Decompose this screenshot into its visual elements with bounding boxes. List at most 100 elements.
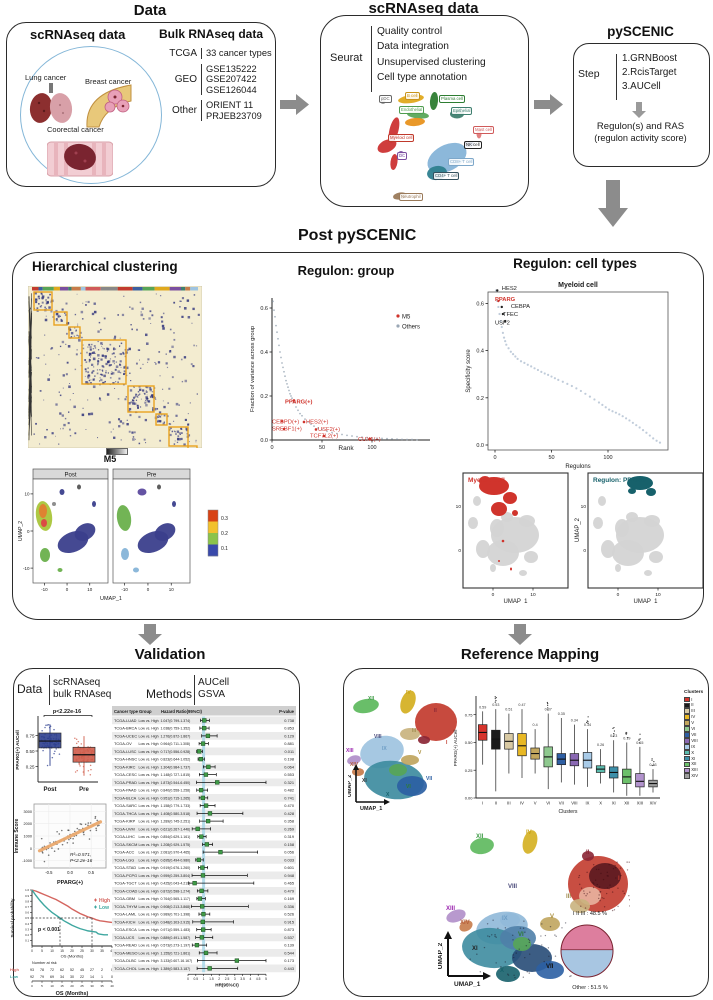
- svg-text:Low vs. High: Low vs. High: [139, 773, 159, 777]
- svg-text:3000: 3000: [24, 810, 32, 814]
- svg-text:Low vs. High: Low vs. High: [139, 874, 159, 878]
- svg-text:Low vs. High: Low vs. High: [139, 928, 159, 932]
- immune-score-scatter: 3000 2000 1000 0 -1000 -0.5 0.0 0.5 R²=0.571,P<2…: [14, 803, 107, 886]
- svg-text:0.6: 0.6: [260, 306, 268, 312]
- svg-text:SREBF1(+): SREBF1(+): [272, 427, 302, 433]
- post-section-title: Post pySCENIC: [298, 227, 417, 244]
- scrna-heading: scRNAseq data: [30, 27, 126, 42]
- svg-text:0.173: 0.173: [284, 958, 294, 963]
- svg-text:XIII: XIII: [637, 801, 643, 806]
- svg-text:0.717(0.556-0.928): 0.717(0.556-0.928): [161, 750, 191, 754]
- svg-text:Low vs. High: Low vs. High: [139, 835, 159, 839]
- svg-text:Low vs. High: Low vs. High: [139, 843, 159, 847]
- svg-text:Low vs. High: Low vs. High: [139, 905, 159, 909]
- colorectal-cancer-label: Coorectal cancer: [47, 125, 104, 134]
- svg-text:Low vs. High: Low vs. High: [139, 812, 159, 816]
- svg-text:0.908(0.213-3.868): 0.908(0.213-3.868): [161, 905, 191, 909]
- svg-text:78: 78: [40, 968, 44, 972]
- svg-text:UMAP_1: UMAP_1: [360, 806, 382, 812]
- svg-text:TCGA-ACC: TCGA-ACC: [114, 850, 135, 855]
- cluster-label: I: [618, 876, 620, 882]
- svg-text:35: 35: [100, 949, 104, 953]
- seurat-step: Cell type annotation: [377, 71, 468, 83]
- svg-text:0.23: 0.23: [610, 734, 617, 738]
- svg-text:1.047(0.799-1.374): 1.047(0.799-1.374): [161, 719, 191, 723]
- cluster-label: III: [412, 728, 417, 734]
- pyscenic-divider: [616, 54, 617, 100]
- svg-text:0.25: 0.25: [26, 764, 35, 769]
- svg-text:0: 0: [66, 587, 69, 592]
- svg-text:0.34: 0.34: [571, 719, 578, 723]
- svg-text:0.854(0.629-1.161): 0.854(0.629-1.161): [161, 835, 191, 839]
- svg-text:0.881: 0.881: [284, 741, 294, 746]
- svg-text:TCGA-READ: TCGA-READ: [114, 943, 137, 948]
- svg-text:0.873: 0.873: [284, 927, 294, 932]
- svg-text:Regulon: PPARG: Regulon: PPARG: [593, 477, 646, 484]
- svg-text:0.2: 0.2: [25, 933, 29, 937]
- svg-text:UMAP_2: UMAP_2: [575, 517, 581, 542]
- svg-text:0: 0: [31, 949, 33, 953]
- cluster-label: pDC: [379, 95, 392, 103]
- bulk-row: GEO GSE135222 GSE207422 GSE126044: [174, 64, 257, 96]
- svg-text:0: 0: [270, 445, 273, 451]
- svg-text:X: X: [599, 801, 602, 806]
- svg-text:TCGA-THCA: TCGA-THCA: [114, 811, 137, 816]
- svg-text:TFEC: TFEC: [503, 312, 518, 318]
- svg-text:p < 0.001: p < 0.001: [38, 927, 60, 933]
- cluster-label: IV: [406, 690, 411, 696]
- svg-text:Post: Post: [64, 473, 76, 479]
- svg-text:10: 10: [581, 504, 587, 510]
- svg-text:45: 45: [80, 968, 84, 972]
- svg-text:0.443: 0.443: [284, 966, 294, 971]
- svg-text:0.033: 0.033: [284, 857, 294, 862]
- svg-text:II: II: [495, 801, 497, 806]
- svg-text:Low vs. High: Low vs. High: [139, 897, 159, 901]
- cancer-types-circle: Lung cancer Breast cancer Coorectal canc…: [20, 46, 162, 184]
- svg-text:0.4: 0.4: [476, 349, 484, 355]
- cluster-label: XIII: [346, 748, 354, 754]
- svg-text:3: 3: [234, 977, 236, 981]
- svg-text:1: 1: [101, 975, 103, 979]
- svg-text:0.1: 0.1: [25, 939, 29, 943]
- svg-text:TCGA-SKCM: TCGA-SKCM: [114, 842, 137, 847]
- m5-facet-umaps: Post Pre 10 0 -10 UMAP_2 -10 -10 0 0 10 10 UMAP_1 0.3…: [18, 468, 228, 602]
- svg-text:14: 14: [90, 975, 94, 979]
- svg-text:UMAP_1: UMAP_1: [503, 599, 528, 604]
- svg-text:0.465: 0.465: [284, 881, 294, 886]
- svg-text:Clusters: Clusters: [558, 809, 577, 815]
- svg-text:0.971(0.559-1.483): 0.971(0.559-1.483): [161, 928, 191, 932]
- legend-entry: IX: [684, 744, 708, 750]
- cluster-label: Mast cell: [473, 126, 494, 134]
- svg-text:30: 30: [90, 984, 94, 988]
- svg-text:TCGA-UVM: TCGA-UVM: [114, 826, 135, 831]
- svg-text:Post: Post: [43, 787, 56, 793]
- svg-text:0.601: 0.601: [284, 865, 294, 870]
- svg-text:15: 15: [60, 984, 64, 988]
- svg-text:-10: -10: [41, 587, 48, 592]
- svg-text:TCGA-LAML: TCGA-LAML: [114, 912, 137, 917]
- reference-umap-small-clusters: [347, 690, 457, 800]
- svg-text:0: 0: [493, 455, 496, 461]
- svg-text:0.853: 0.853: [284, 726, 294, 731]
- reference-umap-large-axes: UMAP_2 UMAP_1: [438, 931, 491, 988]
- svg-text:0.47: 0.47: [518, 703, 525, 707]
- legend-entry: III: [684, 708, 708, 715]
- svg-text:0.25: 0.25: [465, 768, 474, 773]
- m5-facet-title: M5: [103, 454, 117, 464]
- svg-text:PPARG(+) AUCell: PPARG(+) AUCell: [15, 730, 21, 770]
- svg-text:CEBPA: CEBPA: [511, 304, 530, 310]
- seurat-step: Data integration: [377, 41, 449, 53]
- svg-text:0.470: 0.470: [284, 803, 295, 808]
- svg-text:Pre: Pre: [147, 473, 157, 479]
- svg-text:0.51: 0.51: [505, 708, 512, 712]
- cluster-label: IX: [382, 746, 387, 752]
- svg-text:0: 0: [111, 975, 113, 979]
- svg-text:Regulons: Regulons: [565, 464, 590, 470]
- cluster-label: VIII: [374, 734, 382, 740]
- svg-text:0.198: 0.198: [284, 757, 294, 762]
- svg-text:p<2.22e-16: p<2.22e-16: [53, 709, 81, 715]
- legend-entry: V: [684, 720, 708, 726]
- seurat-step: Unsupervised clustering: [377, 56, 486, 68]
- cluster-label: XI: [362, 778, 367, 784]
- svg-text:0.319: 0.319: [284, 834, 294, 839]
